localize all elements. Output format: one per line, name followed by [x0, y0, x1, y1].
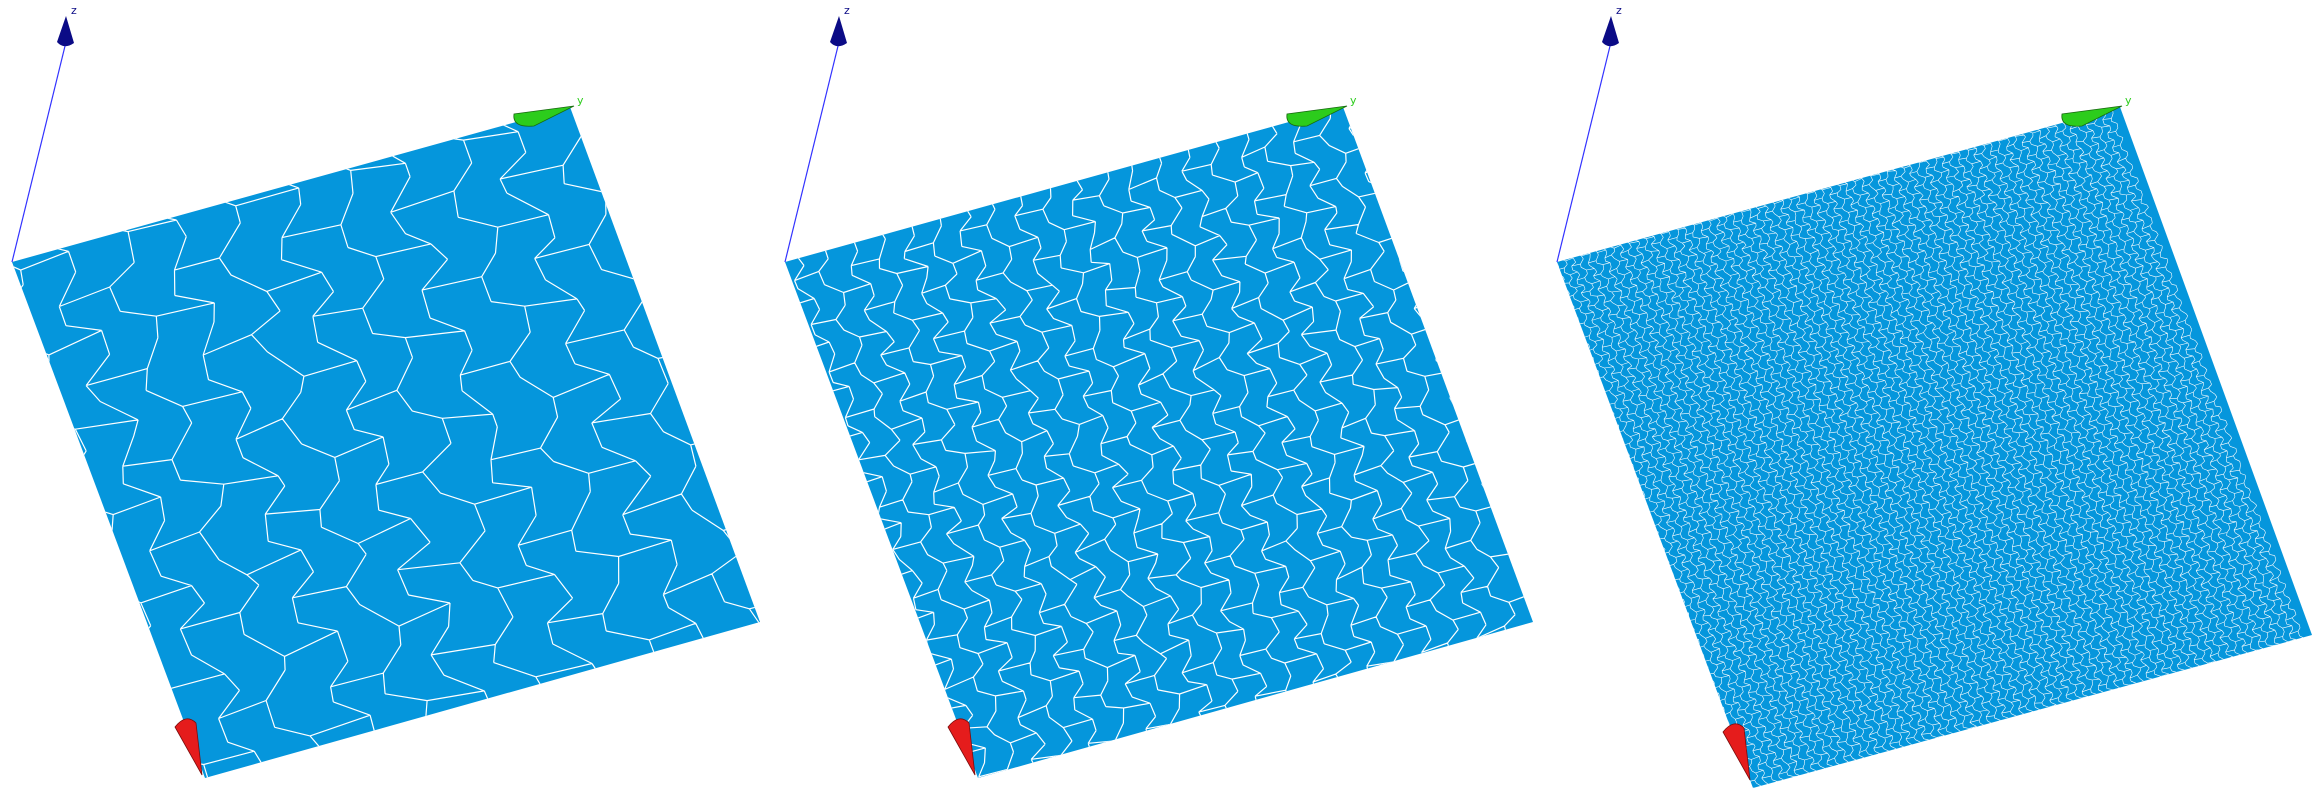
y-axis-label: y [2125, 94, 2132, 107]
x-axis-cone-icon [1722, 723, 1751, 781]
mesh-surface [12, 107, 760, 778]
y-axis-cone-icon [2061, 105, 2123, 127]
z-axis-line [11, 41, 67, 263]
z-axis-cone-icon [830, 16, 847, 47]
z-axis-label: z [71, 4, 77, 17]
z-axis-line [1556, 41, 1612, 263]
z-axis-label: z [1616, 4, 1622, 17]
mesh-panel-medium: zy [784, 4, 1533, 778]
cell-edges [1557, 107, 2311, 788]
y-axis-label: y [1350, 94, 1357, 107]
mesh-panel-coarse: zy [11, 4, 760, 778]
axis-triad: zy [11, 4, 584, 776]
axis-triad: zy [784, 4, 1357, 776]
y-axis-cone-icon [1286, 105, 1348, 127]
y-axis-cone-icon [513, 105, 575, 127]
axis-triad: zy [1556, 4, 2132, 781]
y-axis-label: y [577, 94, 584, 107]
z-axis-cone-icon [1602, 16, 1619, 47]
x-axis-cone-icon [947, 718, 976, 776]
z-axis-cone-icon [57, 16, 74, 47]
mesh-panel-fine: zy [1556, 4, 2312, 788]
z-axis-label: z [844, 4, 850, 17]
z-axis-line [784, 41, 840, 263]
x-axis-cone-icon [174, 718, 203, 776]
